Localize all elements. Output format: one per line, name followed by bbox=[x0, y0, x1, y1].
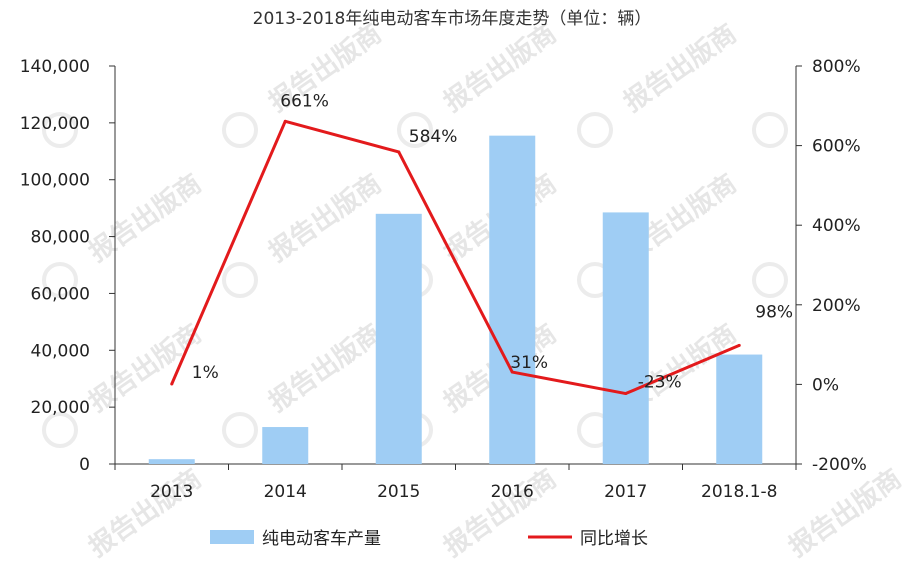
bar bbox=[375, 213, 422, 464]
growth-point bbox=[397, 150, 401, 154]
growth-point bbox=[510, 370, 514, 374]
axes: 0 20,000 40,000 60,000 80,000 100,000 120,000 1… bbox=[20, 57, 867, 502]
growth-point bbox=[737, 343, 741, 347]
x-axis-category-label: 2017 bbox=[604, 482, 647, 502]
watermark-text: 报告出版商 bbox=[263, 168, 387, 268]
right-axis-tick-label: 200% bbox=[812, 296, 861, 316]
x-axis-category-label: 2015 bbox=[377, 482, 420, 502]
growth-data-label: 31% bbox=[510, 353, 548, 373]
left-axis-tick-label: 0 bbox=[79, 455, 90, 475]
bar bbox=[148, 459, 195, 464]
growth-point bbox=[283, 119, 287, 123]
growth-line bbox=[170, 119, 740, 396]
watermark-text: 报告出版商 bbox=[83, 318, 207, 418]
watermark-logo-icon bbox=[42, 412, 78, 448]
data-labels: 1% 661% 584% 31% -23% 98% bbox=[192, 91, 793, 392]
watermark-logo-icon bbox=[397, 112, 433, 148]
watermark-text: 报告出版商 bbox=[438, 18, 562, 118]
legend-line-label: 同比增长 bbox=[580, 529, 648, 549]
left-axis-tick-label: 80,000 bbox=[31, 228, 90, 248]
right-axis-tick-label: 0% bbox=[812, 375, 839, 395]
watermark-logo-icon bbox=[222, 412, 258, 448]
growth-data-label: -23% bbox=[638, 373, 682, 393]
watermark-logo-icon bbox=[752, 112, 788, 148]
watermark-text: 报告出版商 bbox=[618, 18, 742, 118]
watermark-logo-icon bbox=[752, 262, 788, 298]
watermark-text: 报告出版商 bbox=[83, 168, 207, 268]
bar bbox=[262, 427, 309, 464]
growth-data-label: 584% bbox=[409, 127, 458, 147]
watermark-logo-icon bbox=[222, 262, 258, 298]
left-axis-tick-label: 140,000 bbox=[20, 57, 90, 77]
watermark-text: 报告出版商 bbox=[263, 318, 387, 418]
growth-point bbox=[170, 382, 174, 386]
watermark-logo-icon bbox=[577, 112, 613, 148]
left-axis-tick-label: 60,000 bbox=[31, 284, 90, 304]
line-series bbox=[170, 119, 741, 396]
bar bbox=[716, 354, 763, 464]
growth-data-label: 661% bbox=[280, 91, 329, 111]
watermark-text: 报告出版商 bbox=[783, 463, 904, 563]
bar-series bbox=[148, 135, 763, 464]
growth-data-label: 1% bbox=[192, 363, 219, 383]
chart-title: 2013-2018年纯电动客车市场年度走势（单位：辆） bbox=[253, 9, 652, 29]
legend: 纯电动客车产量 同比增长 bbox=[210, 529, 648, 549]
right-axis-tick-label: -200% bbox=[812, 455, 867, 475]
bar bbox=[602, 212, 649, 464]
x-axis-category-label: 2018.1-8 bbox=[701, 482, 777, 502]
legend-bar-swatch bbox=[210, 530, 254, 544]
growth-point bbox=[624, 392, 628, 396]
left-axis-tick-label: 100,000 bbox=[20, 171, 90, 191]
right-axis-tick-label: 600% bbox=[812, 137, 861, 157]
right-axis-tick-label: 800% bbox=[812, 57, 861, 77]
growth-data-label: 98% bbox=[755, 302, 793, 322]
watermark-text: 报告出版商 bbox=[83, 463, 207, 563]
left-axis-tick-label: 40,000 bbox=[31, 341, 90, 361]
x-axis-category-label: 2014 bbox=[264, 482, 307, 502]
bar bbox=[489, 135, 536, 464]
watermark-logo-icon bbox=[42, 262, 78, 298]
left-axis-tick-label: 20,000 bbox=[31, 398, 90, 418]
watermark-logo-icon bbox=[42, 112, 78, 148]
left-axis-tick-label: 120,000 bbox=[20, 114, 90, 134]
x-axis-category-label: 2016 bbox=[491, 482, 534, 502]
x-axis-category-label: 2013 bbox=[150, 482, 193, 502]
legend-bar-label: 纯电动客车产量 bbox=[262, 529, 381, 549]
watermark-text: 报告出版商 bbox=[438, 463, 562, 563]
watermark-logo-icon bbox=[222, 112, 258, 148]
right-axis-tick-label: 400% bbox=[812, 216, 861, 236]
